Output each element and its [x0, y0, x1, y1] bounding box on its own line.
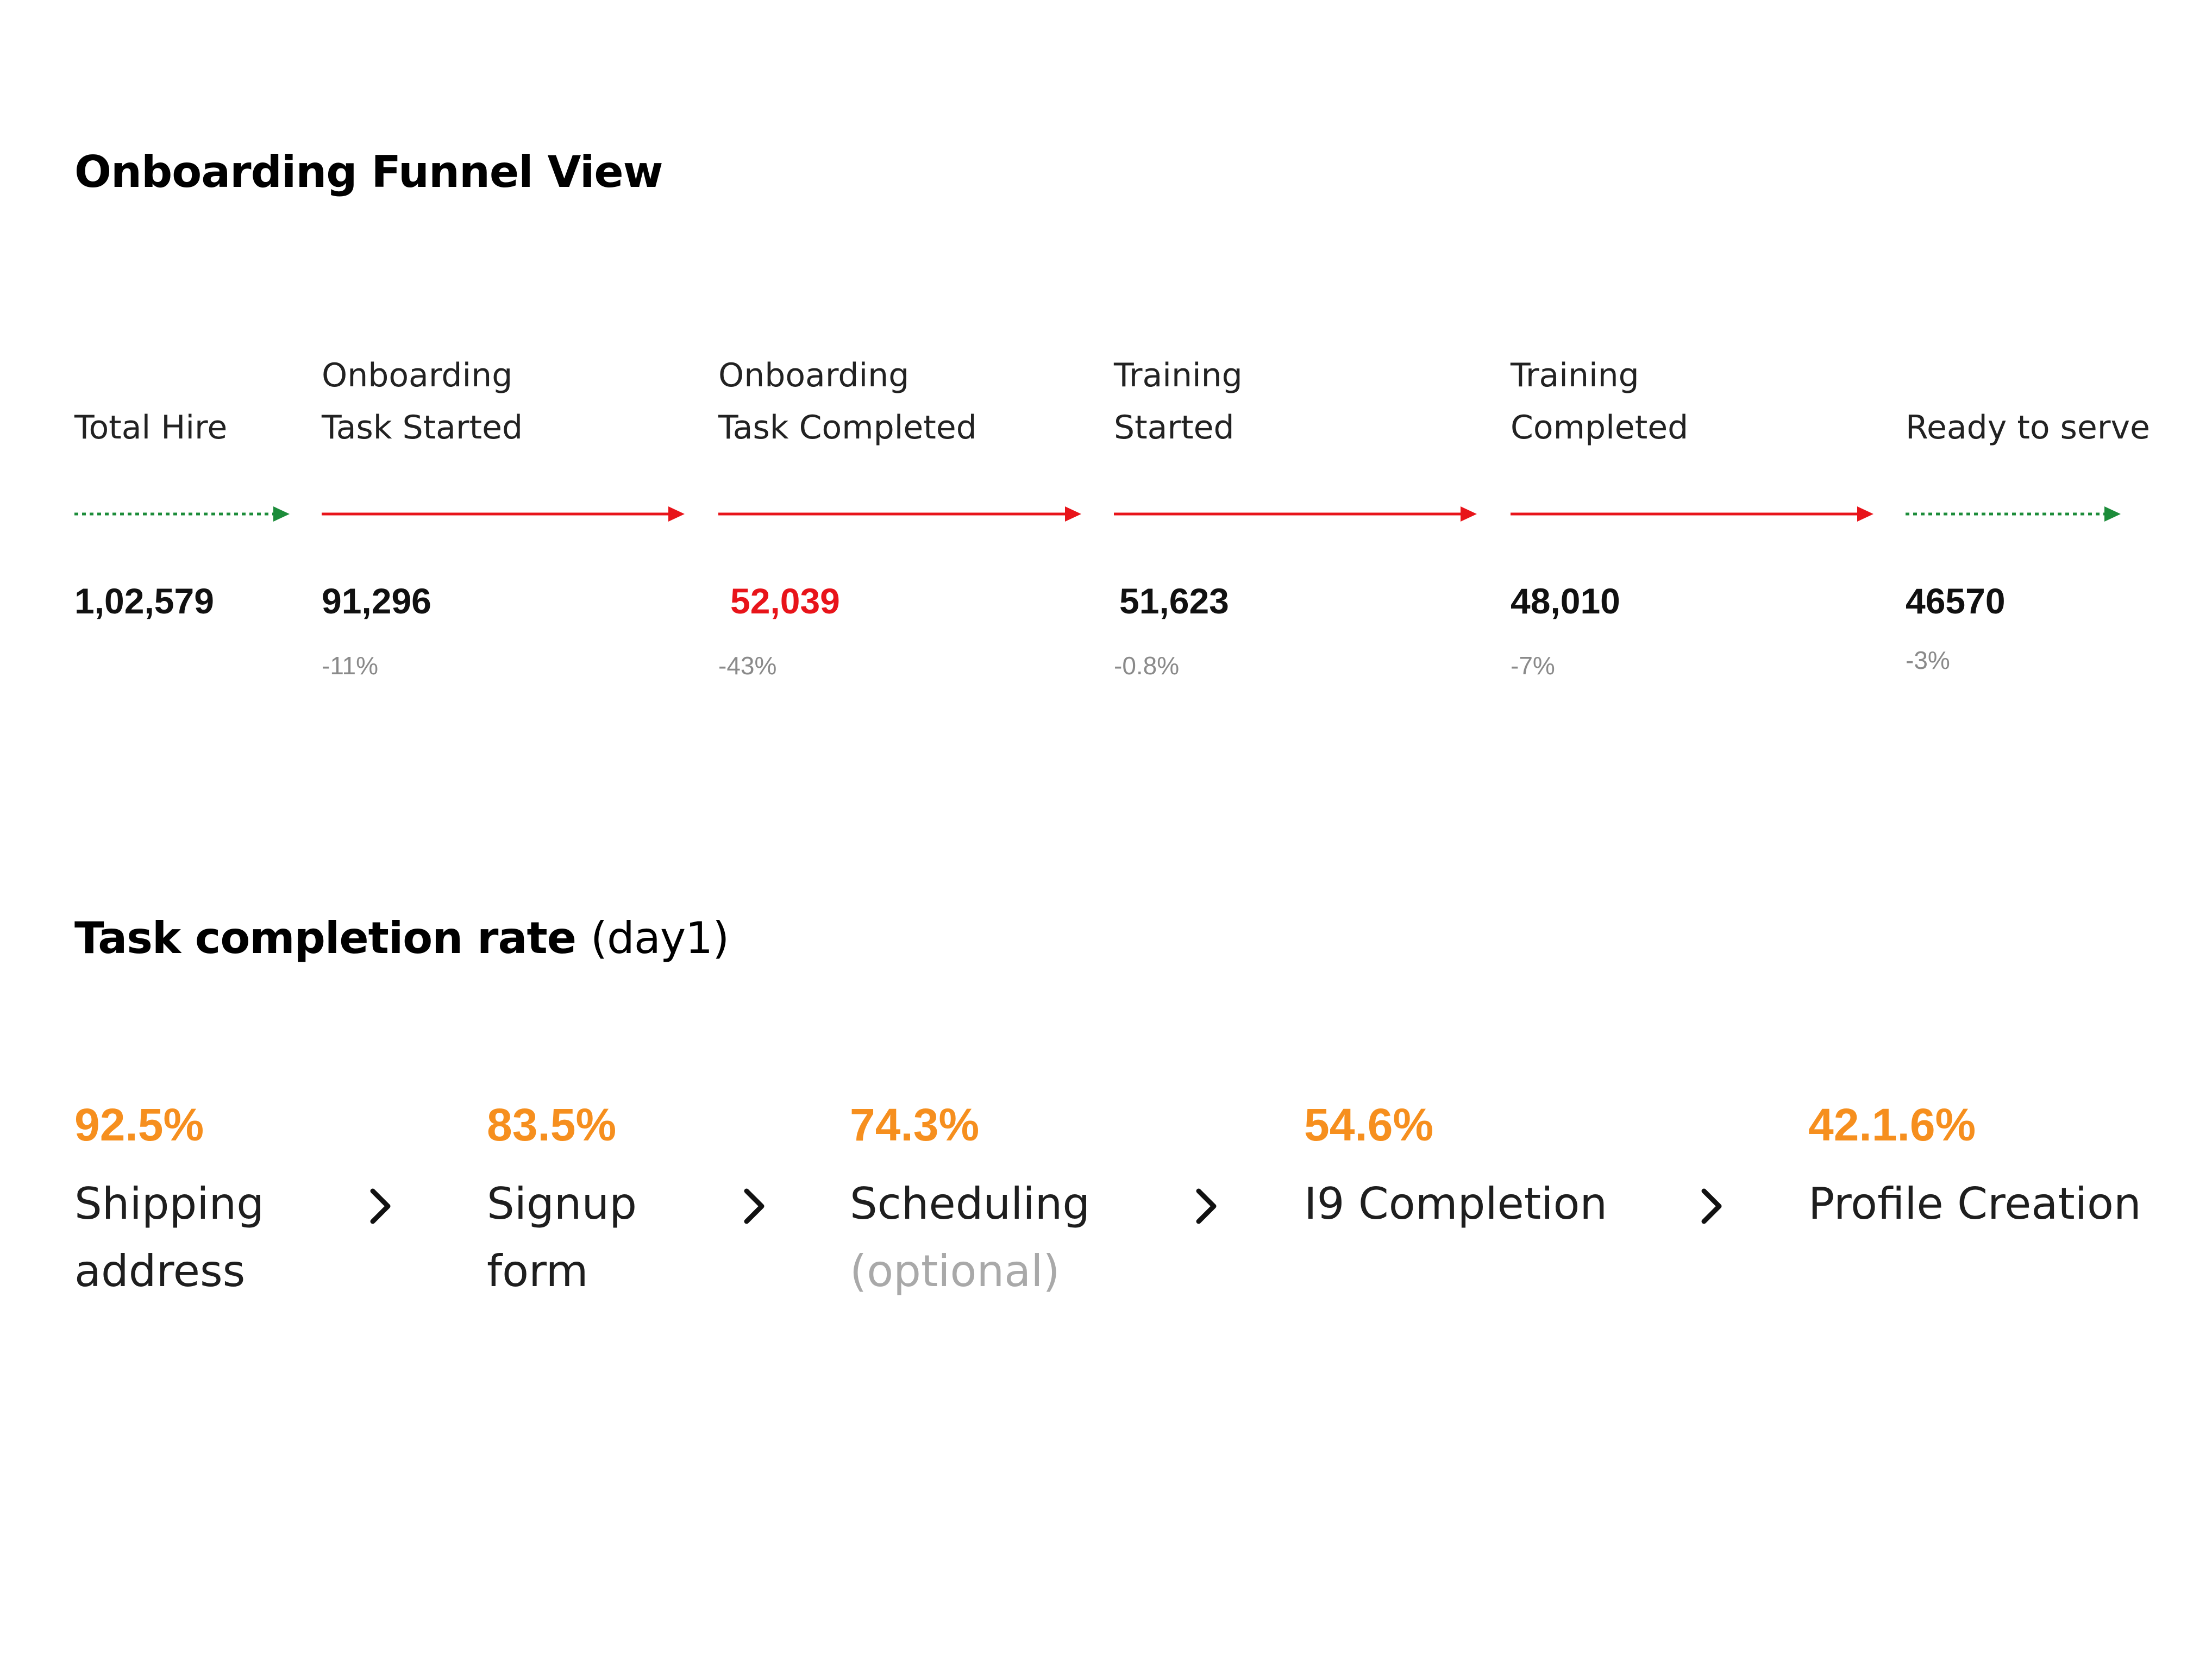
task-label-line: form	[487, 1246, 588, 1296]
chevron-right-icon	[1701, 1188, 1722, 1224]
task-item: 92.5% Shipping address	[74, 1098, 264, 1305]
arrow-right-icon	[322, 506, 685, 522]
funnel-stage-label-line: Onboarding	[322, 356, 513, 394]
funnel-stage-label: Onboarding Task Started	[322, 334, 669, 454]
task-label-line: I9 Completion	[1304, 1179, 1608, 1229]
funnel-stage-label-line: Task Completed	[718, 409, 977, 447]
chevron-right-icon	[1196, 1188, 1217, 1224]
funnel-stage-label: Onboarding Task Completed	[718, 334, 1066, 454]
funnel-stage-value: 51,623	[1119, 581, 1229, 621]
funnel-stage-change: -11%	[322, 651, 378, 680]
arrow-right-icon	[718, 506, 1081, 522]
funnel-stage-value: 52,039	[730, 581, 840, 621]
task-completion-percent: 74.3%	[850, 1099, 980, 1150]
funnel-stage-label-line: Training	[1114, 356, 1243, 394]
task-item: 54.6% I9 Completion	[1304, 1098, 1607, 1238]
funnel-stage-label-line: Onboarding	[718, 356, 910, 394]
funnel-stage-label-line: Started	[1114, 409, 1235, 447]
dotted-arrow-icon	[74, 506, 290, 522]
task-label-line: address	[74, 1246, 246, 1296]
task-label-line: Signup	[487, 1179, 637, 1229]
funnel-stage-label-line: Training	[1511, 356, 1639, 394]
task-label: Scheduling (optional)	[850, 1170, 1090, 1305]
task-completion-percent: 42.1.6%	[1808, 1099, 1976, 1150]
funnel-stage-label-line: Task Started	[322, 409, 523, 447]
funnel-stage-label: Total Hire	[74, 334, 422, 454]
task-completion-percent: 92.5%	[74, 1099, 204, 1150]
funnel-stage-label-line: Ready to serve	[1906, 409, 2150, 447]
task-item: 83.5% Signup form	[487, 1098, 637, 1305]
funnel-stage-change: -3%	[1906, 646, 1950, 674]
funnel-stage-label: Ready to serve	[1906, 334, 2212, 454]
task-label: Profile Creation	[1808, 1170, 2141, 1238]
funnel-stage-value: 1,02,579	[74, 581, 214, 621]
dotted-arrow-icon	[1906, 506, 2121, 522]
funnel-stage-value: 91,296	[322, 581, 431, 621]
task-label-line: Profile Creation	[1808, 1179, 2141, 1229]
funnel-title: Onboarding Funnel View	[74, 147, 663, 197]
task-optional-label: (optional)	[850, 1246, 1060, 1296]
task-item: 74.3% Scheduling (optional)	[850, 1098, 1090, 1305]
task-completion-percent: 83.5%	[487, 1099, 617, 1150]
funnel-stage-value: 46570	[1906, 581, 2006, 621]
funnel-stage-label: Training Completed	[1511, 334, 1858, 454]
task-completion-title: Task completion rate (day1)	[74, 913, 729, 963]
task-label: Shipping address	[74, 1170, 264, 1305]
funnel-stage-label: Training Started	[1114, 334, 1462, 454]
arrow-right-icon	[1511, 506, 1873, 522]
task-completion-title-text: Task completion rate	[74, 913, 577, 963]
task-completion-percent: 54.6%	[1304, 1099, 1434, 1150]
funnel-stage-change: -7%	[1511, 651, 1555, 680]
task-label: I9 Completion	[1304, 1170, 1607, 1238]
task-item: 42.1.6% Profile Creation	[1808, 1098, 2141, 1238]
task-label-line: Shipping	[74, 1179, 264, 1229]
funnel-stage-label-line: Completed	[1511, 409, 1689, 447]
task-label: Signup form	[487, 1170, 637, 1305]
arrow-right-icon	[1114, 506, 1477, 522]
funnel-stage-change: -0.8%	[1114, 651, 1180, 680]
task-label-line: Scheduling	[850, 1179, 1091, 1229]
funnel-stage-label-line: Total Hire	[74, 409, 228, 447]
chevron-right-icon	[744, 1188, 765, 1224]
funnel-stage-change: -43%	[718, 651, 777, 680]
task-completion-title-suffix: (day1)	[590, 913, 729, 963]
chevron-right-icon	[370, 1188, 391, 1224]
funnel-stage-value: 48,010	[1511, 581, 1620, 621]
